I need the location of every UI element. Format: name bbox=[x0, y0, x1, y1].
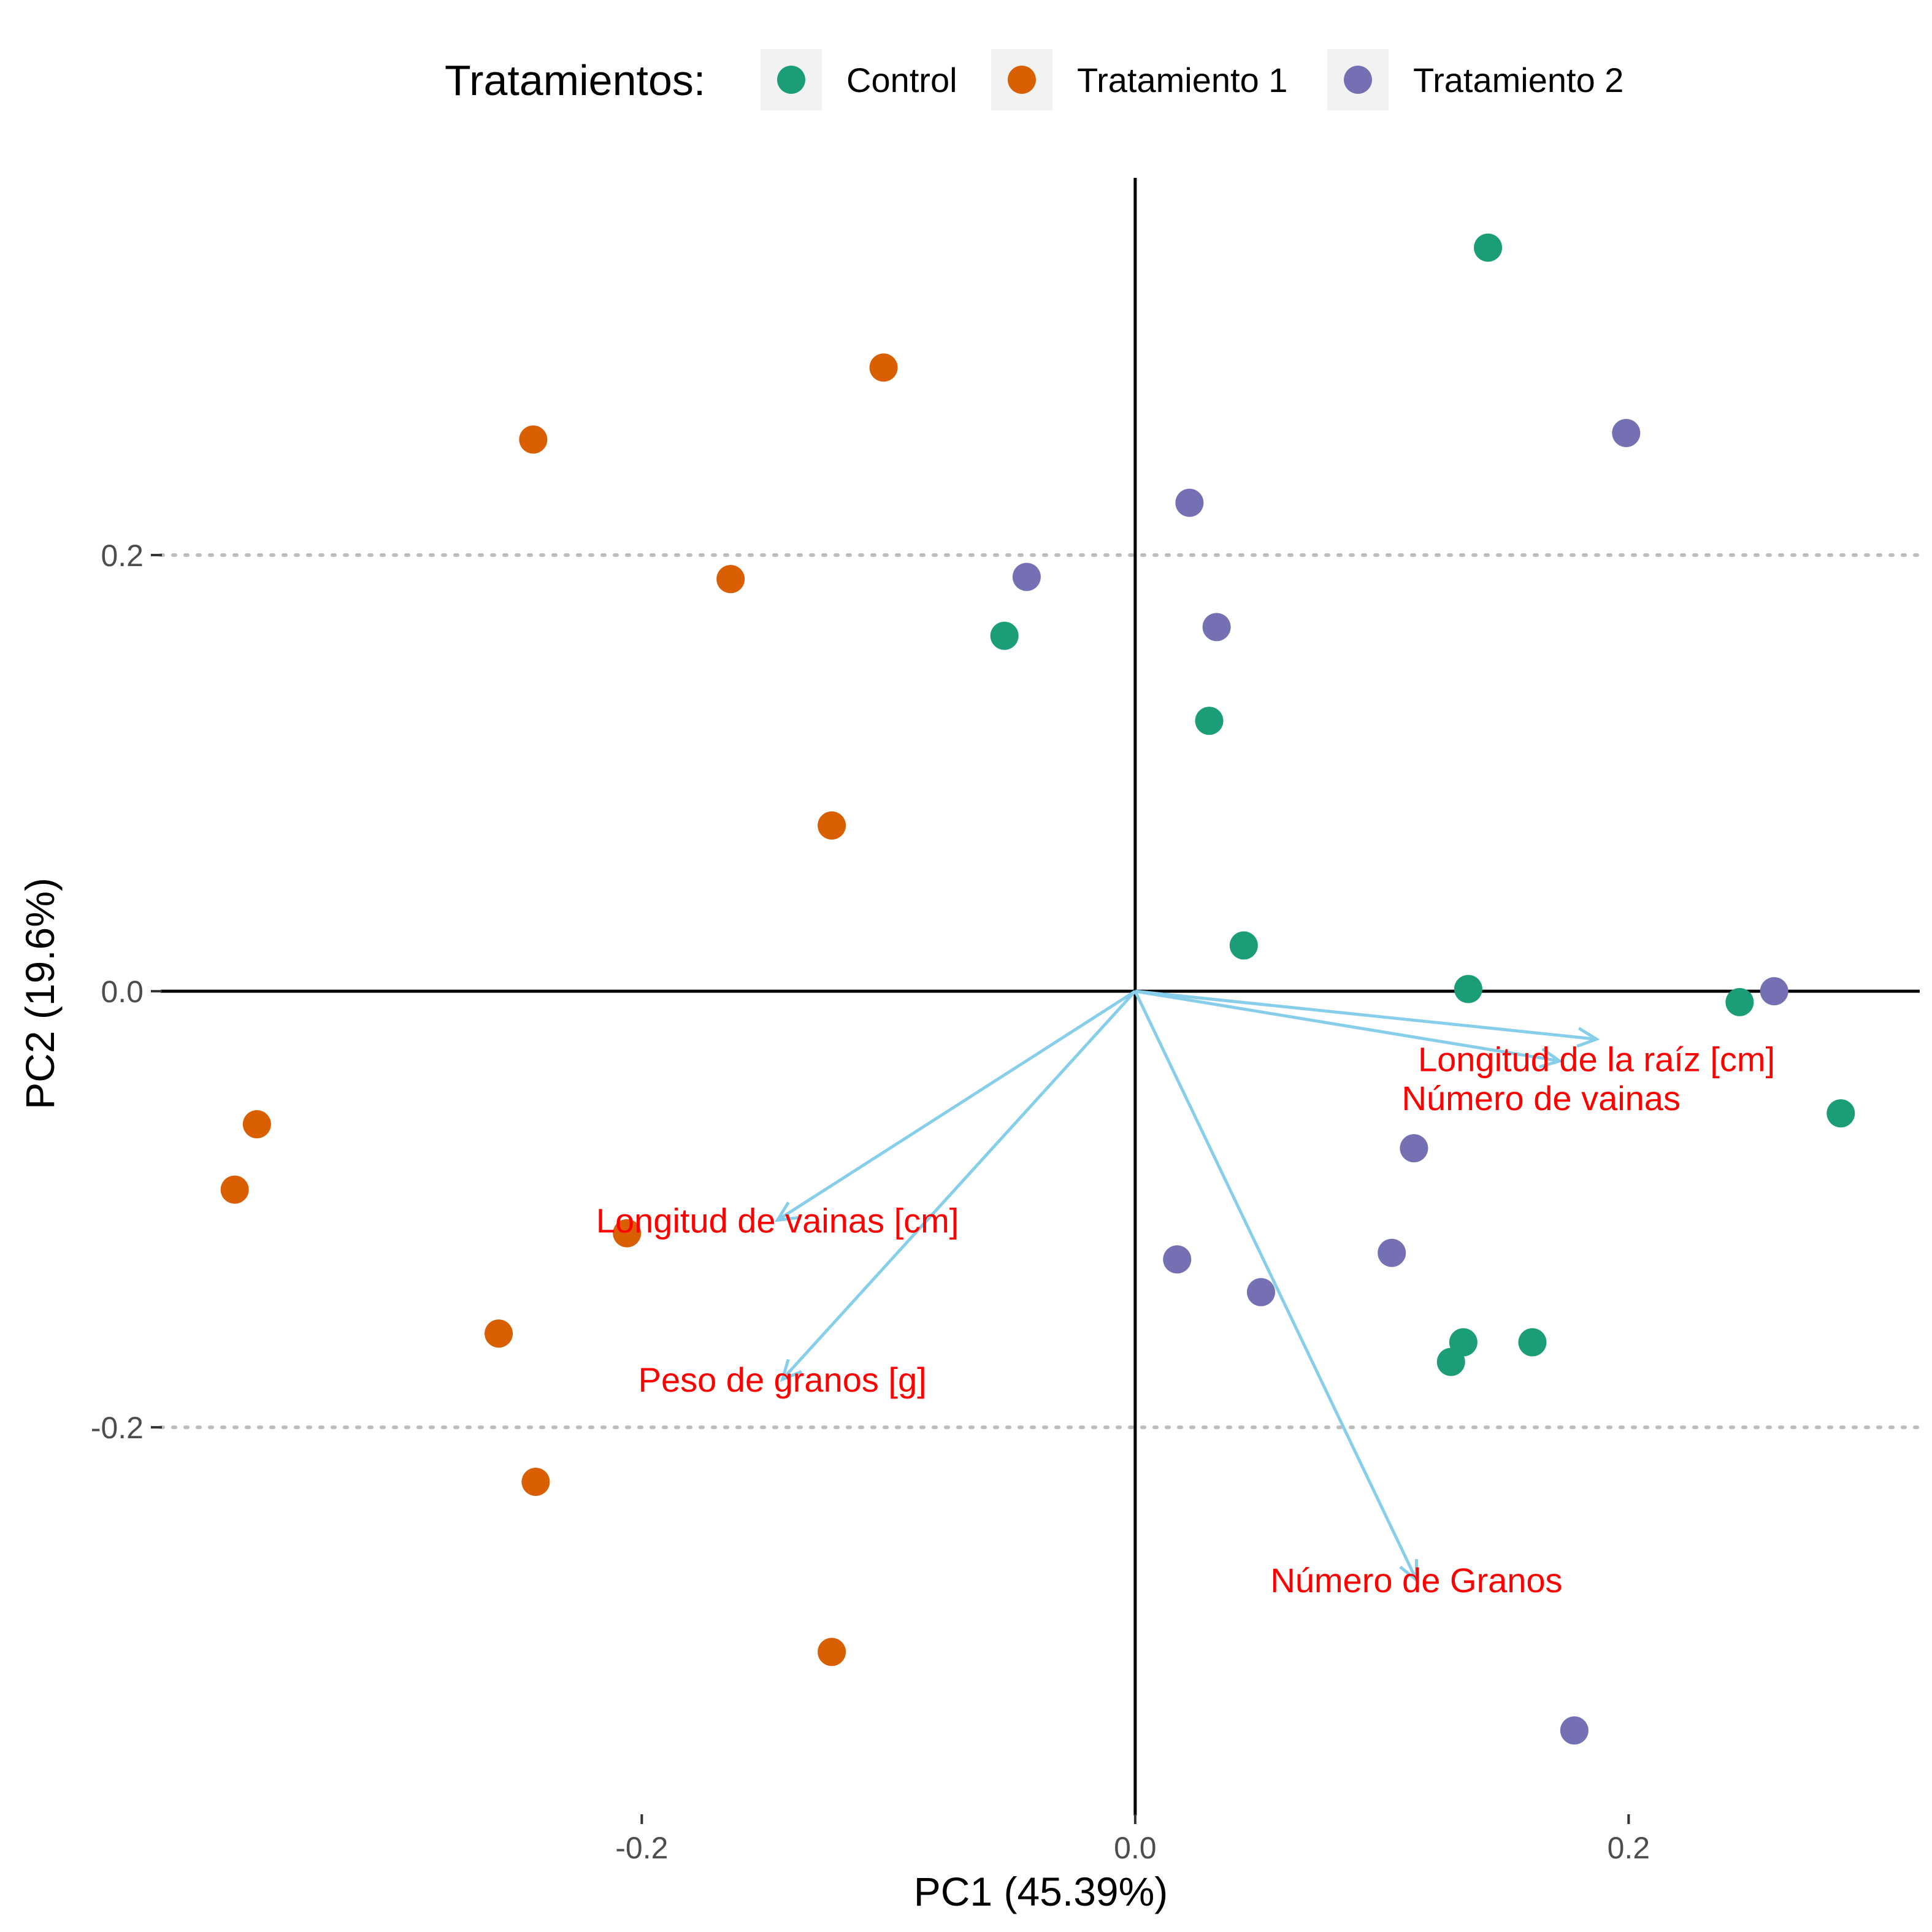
point-control-5 bbox=[1725, 987, 1754, 1016]
point-tratamiento-2-4 bbox=[1760, 977, 1788, 1006]
point-control-4 bbox=[1454, 975, 1482, 1003]
loading-label-2: Longitud de vainas [cm] bbox=[596, 1201, 959, 1240]
y-axis-title: PC2 (19.6%) bbox=[17, 878, 63, 1110]
axes: -0.2 0.0 0.2 0.2 0.0 -0.2 bbox=[91, 539, 1650, 1865]
loading-arrowhead-1 bbox=[1539, 1048, 1563, 1068]
point-control-1 bbox=[990, 621, 1019, 650]
loading-arrow-4 bbox=[1133, 991, 1418, 1581]
loading-arrowhead-2 bbox=[774, 1202, 799, 1222]
legend-label-2: Tratamiento 2 bbox=[1413, 61, 1623, 99]
y-tick-label-2: -0.2 bbox=[91, 1411, 144, 1445]
point-tratamiento-1-2 bbox=[716, 565, 745, 594]
reference-lines bbox=[161, 178, 1920, 1815]
point-tratamiento-2-8 bbox=[1247, 1278, 1276, 1306]
loading-label-0: Longitud de la raíz [cm] bbox=[1418, 1040, 1775, 1078]
point-control-3 bbox=[1229, 931, 1258, 960]
point-tratamiento-1-4 bbox=[242, 1110, 271, 1138]
loading-arrowhead-3 bbox=[780, 1359, 803, 1382]
loading-arrow-3 bbox=[781, 990, 1137, 1381]
loading-arrowhead-0 bbox=[1576, 1027, 1600, 1048]
point-tratamiento-2-6 bbox=[1378, 1238, 1406, 1267]
x-axis-title: PC1 (45.39%) bbox=[914, 1869, 1168, 1914]
point-tratamiento-1-7 bbox=[485, 1319, 513, 1348]
legend: Tratamientos: Control Tratamiento 1 Tratam… bbox=[445, 49, 1623, 110]
score-points bbox=[220, 233, 1855, 1745]
loading-label-1: Número de vainas bbox=[1401, 1079, 1680, 1117]
x-tick-label-0: -0.2 bbox=[615, 1831, 668, 1865]
point-tratamiento-2-3 bbox=[1202, 613, 1231, 642]
loading-arrowhead-4 bbox=[1399, 1559, 1419, 1584]
loading-label-3: Peso de granos [g] bbox=[638, 1360, 927, 1399]
loading-vectors bbox=[774, 989, 1600, 1584]
point-tratamiento-2-2 bbox=[1012, 562, 1041, 591]
y-tick-label-0: 0.2 bbox=[101, 539, 144, 573]
point-control-0 bbox=[1474, 233, 1503, 262]
legend-key-1 bbox=[1008, 66, 1036, 94]
gridlines bbox=[159, 553, 1922, 1430]
point-tratamiento-1-1 bbox=[519, 425, 548, 454]
point-tratamiento-1-0 bbox=[869, 353, 898, 382]
x-tick-label-2: 0.2 bbox=[1608, 1831, 1650, 1865]
point-control-6 bbox=[1827, 1099, 1855, 1128]
point-tratamiento-2-5 bbox=[1400, 1134, 1428, 1163]
legend-label-0: Control bbox=[846, 61, 957, 99]
point-control-8 bbox=[1436, 1347, 1465, 1376]
point-tratamiento-1-6 bbox=[613, 1219, 642, 1248]
loading-arrow-1 bbox=[1135, 989, 1560, 1063]
legend-label-1: Tratamiento 1 bbox=[1077, 61, 1287, 99]
point-tratamiento-1-3 bbox=[818, 811, 846, 840]
point-tratamiento-2-0 bbox=[1612, 418, 1641, 447]
point-tratamiento-2-7 bbox=[1163, 1245, 1192, 1274]
loading-arrow-0 bbox=[1135, 989, 1597, 1041]
point-tratamiento-2-1 bbox=[1175, 488, 1204, 517]
legend-title: Tratamientos: bbox=[445, 56, 705, 104]
point-tratamiento-2-9 bbox=[1560, 1716, 1589, 1745]
loading-labels: Longitud de la raíz [cm]Número de vainas… bbox=[596, 1040, 1775, 1600]
legend-key-0 bbox=[777, 66, 805, 94]
point-tratamiento-1-8 bbox=[521, 1468, 550, 1497]
point-control-9 bbox=[1518, 1328, 1547, 1357]
loading-arrow-2 bbox=[776, 990, 1137, 1222]
loading-label-4: Número de Granos bbox=[1270, 1561, 1562, 1600]
x-tick-label-1: 0.0 bbox=[1114, 1831, 1157, 1865]
legend-key-2 bbox=[1344, 66, 1372, 94]
y-tick-label-1: 0.0 bbox=[101, 975, 144, 1009]
point-tratamiento-1-5 bbox=[220, 1175, 249, 1204]
point-control-2 bbox=[1195, 707, 1224, 735]
point-tratamiento-1-9 bbox=[818, 1638, 846, 1666]
